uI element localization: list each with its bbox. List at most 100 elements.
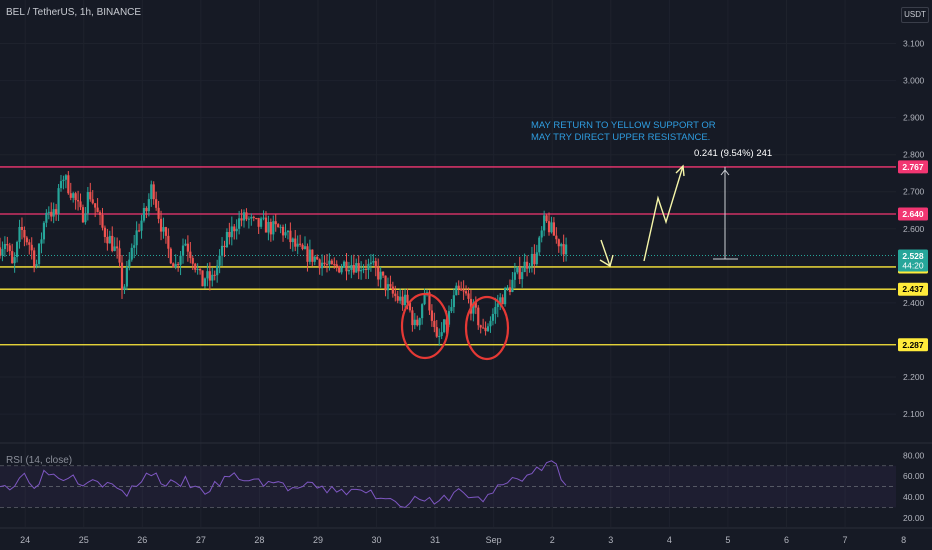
candle-body <box>1 249 4 256</box>
candle-body <box>84 213 87 223</box>
candle-body <box>50 211 53 217</box>
down-arrow-head <box>599 254 614 268</box>
price-tick-label: 2.800 <box>903 150 925 160</box>
candle-body <box>401 296 404 306</box>
candle-body <box>367 263 370 270</box>
candle-body <box>96 207 99 213</box>
candle-body <box>128 259 131 267</box>
candle-body <box>162 227 165 232</box>
candle-body <box>242 212 246 221</box>
candle-body <box>264 217 268 233</box>
annotation-note[interactable]: MAY RETURN TO YELLOW SUPPORT OR MAY TRY … <box>531 120 716 144</box>
candle-body <box>396 296 399 301</box>
drawings[interactable] <box>400 164 738 361</box>
candle-body <box>528 265 531 269</box>
candle-body <box>350 265 353 270</box>
candle-body <box>11 251 14 264</box>
candle-body <box>447 311 451 325</box>
candle-body <box>250 216 253 219</box>
candle-body <box>135 230 138 246</box>
candle-body <box>164 227 168 236</box>
candle-body <box>130 247 133 260</box>
candle-body <box>538 237 541 253</box>
badge-2.767-bg <box>898 160 928 174</box>
candle-body <box>328 260 331 265</box>
rsi-line <box>0 460 567 509</box>
time-tick-label: 31 <box>430 535 440 545</box>
price-tick-label: 2.600 <box>903 224 925 234</box>
candle-body <box>247 218 250 220</box>
candle-body <box>245 212 248 220</box>
candle-body <box>394 293 397 297</box>
candle-body <box>113 246 116 251</box>
candle-body <box>111 235 114 251</box>
candle-body <box>120 262 124 290</box>
candle-body <box>540 230 543 238</box>
candle-body <box>560 244 563 247</box>
candle-body <box>140 220 143 231</box>
candle-body <box>406 294 409 303</box>
candle-body <box>208 271 211 281</box>
candle-body <box>28 242 31 245</box>
candle-body <box>550 222 553 233</box>
candle-body <box>125 266 128 287</box>
candle-body <box>211 274 214 281</box>
candle-body <box>340 267 343 273</box>
candle-body <box>179 255 182 265</box>
candle-body <box>67 175 70 194</box>
candle-body <box>106 236 109 244</box>
rsi-tick-label: 80.00 <box>903 450 925 460</box>
price-tick-label: 2.700 <box>903 187 925 197</box>
candle-body <box>108 235 111 244</box>
candle-body <box>513 272 516 280</box>
candle-body <box>338 266 341 273</box>
candle-body <box>479 325 482 328</box>
measure-label: 0.241 (9.54%) 241 <box>694 148 773 159</box>
candle-body <box>196 268 199 270</box>
time-tick-label: 26 <box>137 535 147 545</box>
candle-body <box>23 229 26 238</box>
badge-last-price-text: 2.528 <box>902 251 924 261</box>
candle-body <box>116 246 119 249</box>
price-tick-label: 2.100 <box>903 409 925 419</box>
candle-body <box>545 215 548 222</box>
up-arrow-head <box>675 164 685 177</box>
candle-body <box>25 237 28 243</box>
badge-2.437-bg <box>898 282 928 296</box>
currency-button[interactable]: USDT <box>901 7 929 23</box>
time-tick-label: 27 <box>196 535 206 545</box>
time-tick-label: 25 <box>79 535 89 545</box>
rsi-legend[interactable]: RSI (14, close) <box>6 455 73 466</box>
candle-body <box>172 263 175 268</box>
candle-body <box>386 284 390 291</box>
candle-body <box>521 272 524 280</box>
time-tick-label: 4 <box>667 535 672 545</box>
candle-body <box>403 294 407 306</box>
candle-body <box>374 261 377 268</box>
candle-body <box>552 222 555 236</box>
candle-body <box>238 218 241 229</box>
candle-body <box>98 212 102 215</box>
candle-body <box>81 207 85 223</box>
time-tick-label: 2 <box>550 535 555 545</box>
candle-body <box>20 226 24 230</box>
candle-body <box>101 214 104 228</box>
price-tick-label: 2.900 <box>903 113 925 123</box>
candle-body <box>213 274 216 276</box>
candle-body <box>181 245 185 256</box>
candle-body <box>391 286 394 294</box>
candle-body <box>47 211 50 213</box>
symbol-legend[interactable]: BEL / TetherUS, 1h, BINANCE <box>6 7 142 18</box>
candle-body <box>42 222 46 240</box>
candle-body <box>279 226 282 228</box>
candle-body <box>64 175 67 180</box>
candle-body <box>457 285 460 289</box>
candle-body <box>86 192 89 214</box>
candle-body <box>464 291 468 294</box>
rsi-pane <box>0 460 896 509</box>
candle-body <box>169 248 172 264</box>
candle-body <box>30 244 33 251</box>
candle-body <box>506 287 509 289</box>
candle-body <box>233 226 236 232</box>
